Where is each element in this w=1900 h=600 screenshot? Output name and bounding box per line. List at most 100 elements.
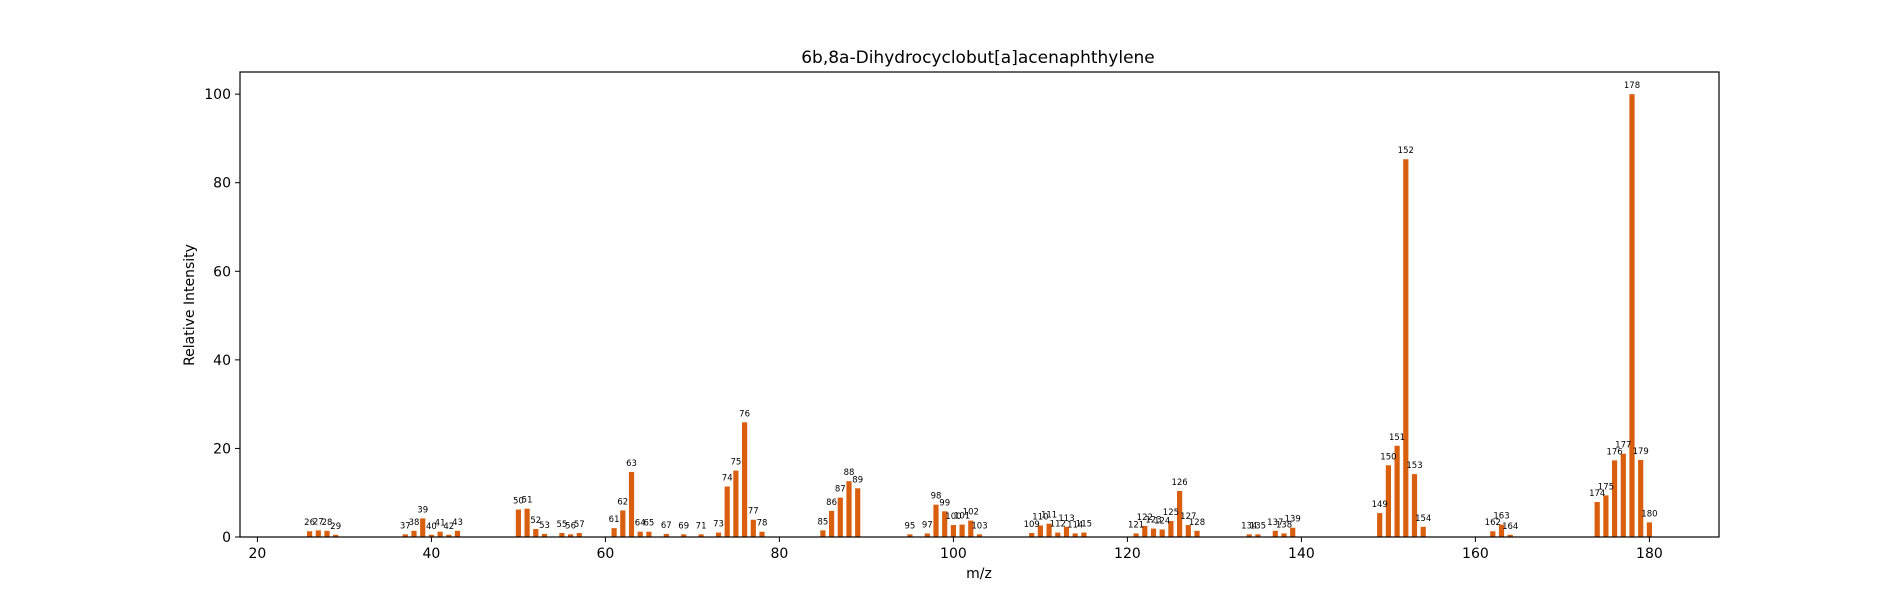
peak-bar-88 xyxy=(846,481,852,537)
peak-label-56: 56 xyxy=(565,521,576,531)
peak-label-77: 77 xyxy=(748,507,759,517)
peak-bar-175 xyxy=(1603,495,1609,537)
peak-bar-102 xyxy=(968,520,974,537)
peak-label-125: 125 xyxy=(1163,508,1179,518)
peak-label-124: 124 xyxy=(1154,516,1170,526)
peak-label-50: 50 xyxy=(513,497,524,507)
x-tick-label: 120 xyxy=(1114,546,1141,562)
peak-label-62: 62 xyxy=(617,497,628,507)
peak-label-137: 137 xyxy=(1267,518,1283,528)
peak-bar-64 xyxy=(637,531,643,537)
peak-bar-176 xyxy=(1612,460,1618,537)
peak-label-176: 176 xyxy=(1606,447,1622,457)
peak-bar-135 xyxy=(1255,534,1261,537)
peak-bar-177 xyxy=(1620,453,1626,537)
peak-label-115: 115 xyxy=(1076,520,1092,530)
peak-label-87: 87 xyxy=(835,485,846,495)
peak-label-55: 55 xyxy=(556,520,567,530)
peak-label-152: 152 xyxy=(1398,146,1414,156)
peak-bar-139 xyxy=(1290,527,1296,537)
peak-label-134: 134 xyxy=(1241,521,1257,531)
peak-label-123: 123 xyxy=(1145,516,1161,526)
peak-label-98: 98 xyxy=(931,492,942,502)
peak-label-37: 37 xyxy=(400,521,411,531)
peak-bar-67 xyxy=(663,533,669,537)
peak-bar-123 xyxy=(1150,528,1157,537)
peak-label-122: 122 xyxy=(1137,513,1153,523)
x-tick-label: 20 xyxy=(248,546,266,562)
peak-bar-95 xyxy=(907,534,913,537)
peak-label-110: 110 xyxy=(1032,512,1048,522)
y-axis: 0 20 40 60 80 100 xyxy=(204,87,240,546)
y-tick-label: 20 xyxy=(213,441,231,457)
peak-bar-41 xyxy=(437,531,443,537)
peak-label-71: 71 xyxy=(696,521,707,531)
peak-label-28: 28 xyxy=(322,518,333,528)
peak-label-178: 178 xyxy=(1624,81,1640,91)
peak-label-53: 53 xyxy=(539,521,550,531)
peak-label-51: 51 xyxy=(522,496,533,506)
peak-bar-153 xyxy=(1411,474,1418,537)
peak-label-95: 95 xyxy=(904,521,915,531)
peak-bar-43 xyxy=(454,530,461,537)
peak-bar-87 xyxy=(837,497,843,537)
peak-label-162: 162 xyxy=(1485,518,1501,528)
plot-frame xyxy=(239,71,1720,538)
peak-bar-57 xyxy=(576,533,582,537)
peak-bar-26 xyxy=(307,531,313,537)
peak-bar-174 xyxy=(1594,502,1600,537)
peak-label-175: 175 xyxy=(1598,482,1614,492)
peak-bar-154 xyxy=(1420,526,1426,537)
peak-bar-111 xyxy=(1046,523,1052,537)
peak-label-121: 121 xyxy=(1128,520,1144,530)
x-axis: 20 40 60 80 100 120 140 160 180 xyxy=(248,537,1663,562)
peak-bar-128 xyxy=(1194,530,1200,537)
peak-label-75: 75 xyxy=(730,458,741,468)
peak-label-38: 38 xyxy=(409,518,420,528)
peak-bar-114 xyxy=(1072,533,1078,537)
peak-label-67: 67 xyxy=(661,521,672,531)
peak-bar-103 xyxy=(976,534,983,537)
peak-label-135: 135 xyxy=(1250,521,1266,531)
chart-title: 6b,8a-Dihydrocyclobut[a]acenaphthylene xyxy=(801,48,1155,68)
peak-label-29: 29 xyxy=(330,522,341,532)
peak-bar-50 xyxy=(515,509,521,537)
peak-bar-74 xyxy=(724,486,730,537)
x-axis-label: m/z xyxy=(966,566,992,582)
peak-label-177: 177 xyxy=(1615,441,1631,451)
peak-label-128: 128 xyxy=(1189,518,1205,528)
peak-label-174: 174 xyxy=(1589,489,1605,499)
bars-group xyxy=(307,94,1652,538)
peak-label-65: 65 xyxy=(643,519,654,529)
y-tick-label: 0 xyxy=(222,530,231,546)
peak-bar-51 xyxy=(524,508,530,537)
peak-bar-89 xyxy=(855,488,861,537)
peak-label-180: 180 xyxy=(1641,509,1657,519)
peak-label-39: 39 xyxy=(417,505,428,515)
peak-label-86: 86 xyxy=(826,498,837,508)
peak-bar-62 xyxy=(620,510,626,537)
peak-bar-178 xyxy=(1629,94,1635,537)
x-tick-label: 140 xyxy=(1288,546,1315,562)
peak-label-74: 74 xyxy=(722,474,733,484)
peak-bar-152 xyxy=(1403,159,1409,538)
peak-bar-78 xyxy=(759,531,765,537)
peak-bar-38 xyxy=(411,530,417,537)
peak-bar-162 xyxy=(1490,531,1496,537)
peak-label-40: 40 xyxy=(426,522,437,532)
peak-bar-112 xyxy=(1055,532,1061,537)
peak-label-63: 63 xyxy=(626,459,637,469)
peak-label-153: 153 xyxy=(1406,461,1422,471)
peak-bar-134 xyxy=(1246,534,1252,537)
peak-bar-55 xyxy=(559,533,565,537)
peak-label-73: 73 xyxy=(713,520,724,530)
peak-bar-126 xyxy=(1177,490,1183,537)
peak-label-85: 85 xyxy=(817,517,828,527)
peak-bar-65 xyxy=(646,531,652,537)
peak-bar-113 xyxy=(1063,526,1070,537)
peak-label-179: 179 xyxy=(1633,447,1649,457)
peak-bar-76 xyxy=(742,422,748,537)
peak-label-154: 154 xyxy=(1415,514,1431,524)
peak-label-164: 164 xyxy=(1502,522,1518,532)
